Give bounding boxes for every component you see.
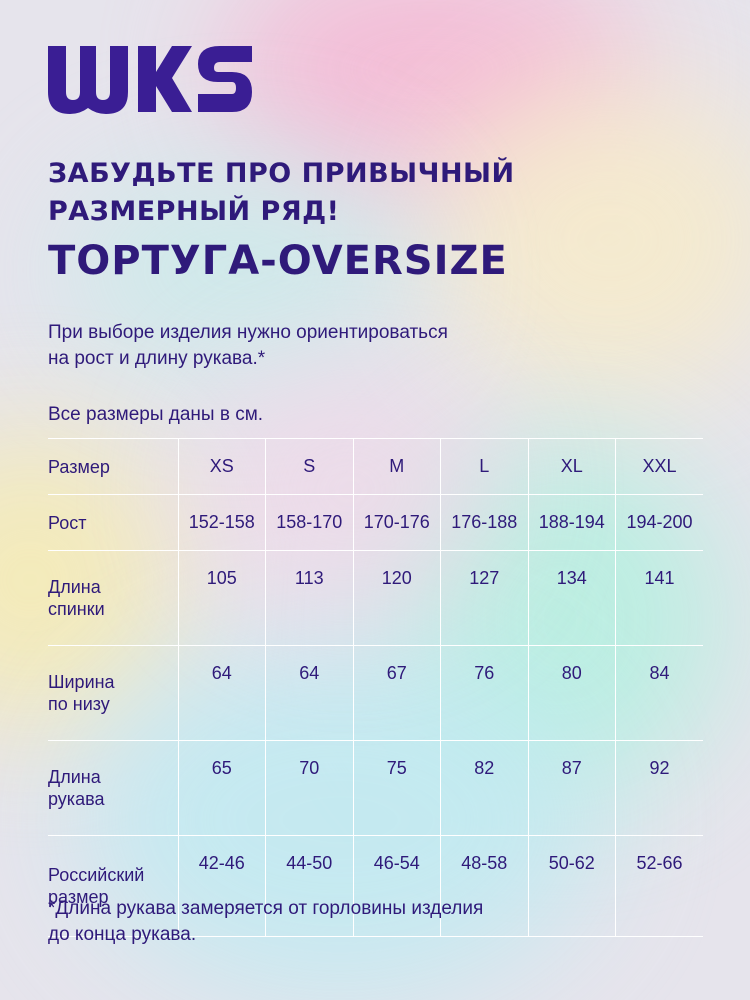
table-cell: 64 bbox=[265, 645, 353, 741]
size-s: S bbox=[265, 438, 353, 495]
footnote: *Длина рукава замеряется от горловины из… bbox=[48, 896, 688, 948]
table-cell: 46-54 bbox=[352, 835, 441, 937]
table-cell: 48-58 bbox=[440, 835, 528, 937]
table-cell: 87 bbox=[527, 740, 616, 836]
size-header-row: Размер XS S M L XL XXL bbox=[48, 438, 703, 495]
table-cell: 120 bbox=[352, 550, 441, 646]
product-title: ТОРТУГА-OVERSIZE bbox=[48, 238, 508, 284]
table-cell: 82 bbox=[440, 740, 528, 836]
table-cell: 76 bbox=[440, 645, 528, 741]
table-cell: 127 bbox=[440, 550, 528, 646]
headline-line-2: РАЗМЕРНЫЙ РЯД! bbox=[48, 196, 340, 227]
table-cell: 158-170 bbox=[265, 494, 353, 551]
size-header-label: Размер bbox=[48, 456, 110, 477]
size-xxl: XXL bbox=[615, 438, 703, 495]
table-cell: 67 bbox=[352, 645, 441, 741]
table-cell: 42-46 bbox=[177, 835, 266, 937]
intro-line-2: на рост и длину рукава.* bbox=[48, 348, 266, 369]
table-row-height: Рост 152-158 158-170 170-176 176-188 188… bbox=[48, 494, 703, 551]
table-cell: 70 bbox=[265, 740, 353, 836]
size-xl: XL bbox=[527, 438, 616, 495]
row-label: Длина спинки bbox=[48, 577, 105, 619]
table-cell: 75 bbox=[352, 740, 441, 836]
headline-line-1: ЗАБУДЬТЕ ПРО ПРИВЫЧНЫЙ bbox=[48, 158, 515, 189]
row-label: Ширина по низу bbox=[48, 672, 115, 714]
row-label: Длина рукава bbox=[48, 767, 105, 809]
table-row-russian-size: Российский размер 42-46 44-50 46-54 48-58… bbox=[48, 835, 703, 937]
row-label: Рост bbox=[48, 512, 87, 533]
footnote-line-2: до конца рукава. bbox=[48, 924, 197, 945]
size-xs: XS bbox=[177, 438, 266, 495]
table-cell: 80 bbox=[527, 645, 616, 741]
wks-logo bbox=[48, 46, 252, 114]
size-table: Размер XS S M L XL XXL Рост 152-158 158-… bbox=[48, 438, 703, 937]
table-row-back-length: Длина спинки 105 113 120 127 134 141 bbox=[48, 550, 703, 646]
table-cell: 194-200 bbox=[615, 494, 703, 551]
table-cell: 44-50 bbox=[265, 835, 353, 937]
table-cell: 64 bbox=[177, 645, 266, 741]
table-cell: 152-158 bbox=[177, 494, 266, 551]
intro-line-1: При выборе изделия нужно ориентироваться bbox=[48, 322, 448, 343]
table-cell: 65 bbox=[177, 740, 266, 836]
table-cell: 50-62 bbox=[527, 835, 616, 937]
intro-text: При выборе изделия нужно ориентироваться… bbox=[48, 320, 688, 372]
table-cell: 84 bbox=[615, 645, 703, 741]
table-cell: 188-194 bbox=[527, 494, 616, 551]
size-m: M bbox=[352, 438, 441, 495]
row-label: Российский размер bbox=[48, 865, 145, 907]
table-cell: 105 bbox=[177, 550, 266, 646]
size-l: L bbox=[440, 438, 528, 495]
table-cell: 141 bbox=[615, 550, 703, 646]
footnote-line-1: *Длина рукава замеряется от горловины из… bbox=[48, 898, 484, 919]
table-cell: 134 bbox=[527, 550, 616, 646]
table-row-sleeve-length: Длина рукава 65 70 75 82 87 92 bbox=[48, 740, 703, 836]
units-note: Все размеры даны в см. bbox=[48, 404, 264, 425]
table-row-hem-width: Ширина по низу 64 64 67 76 80 84 bbox=[48, 645, 703, 741]
table-cell: 113 bbox=[265, 550, 353, 646]
table-cell: 176-188 bbox=[440, 494, 528, 551]
table-cell: 52-66 bbox=[615, 835, 703, 937]
table-cell: 92 bbox=[615, 740, 703, 836]
table-cell: 170-176 bbox=[352, 494, 441, 551]
